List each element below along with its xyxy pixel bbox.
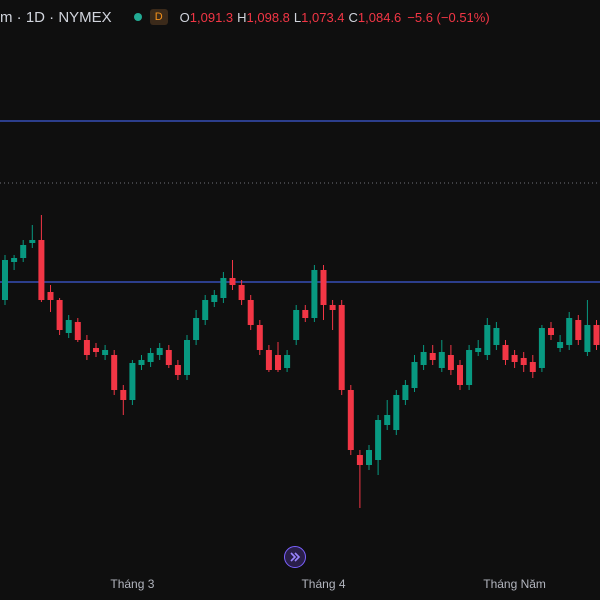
candle-body <box>20 245 27 258</box>
candle-body <box>538 328 545 368</box>
candle-body <box>584 325 591 352</box>
symbol: m · 1D · NYMEX <box>0 8 112 26</box>
candle-body <box>275 355 281 370</box>
scroll-to-latest-button[interactable] <box>284 546 306 568</box>
candle-body <box>502 345 509 360</box>
candle-body <box>466 350 473 385</box>
ohlc-value: 1,098.8 <box>246 10 290 25</box>
candle-body <box>411 362 418 388</box>
candle-body <box>475 348 482 352</box>
candle-body <box>38 240 45 300</box>
candle-body <box>548 328 554 335</box>
candle-body <box>211 295 218 302</box>
candle-body <box>256 325 263 350</box>
candle-body <box>302 310 309 318</box>
candle-body <box>220 278 227 298</box>
candle-body <box>420 352 427 365</box>
candle-body <box>147 353 154 362</box>
interval-badge[interactable]: D <box>149 9 168 25</box>
candle-body <box>93 348 99 352</box>
candle-body <box>529 362 536 372</box>
candle-body <box>484 325 491 355</box>
candle-body <box>375 420 382 460</box>
candle-body <box>338 305 345 390</box>
candle-body <box>356 455 363 465</box>
candle-body <box>429 353 436 360</box>
candle-body <box>2 260 8 300</box>
candle-body <box>520 358 527 365</box>
candle-body <box>566 318 573 345</box>
ohlc-label: O <box>179 10 190 25</box>
candle-body <box>493 328 500 345</box>
candle-body <box>557 342 564 348</box>
candle-body <box>229 278 236 285</box>
candle-body <box>457 365 463 385</box>
candle-body <box>129 363 136 400</box>
x-tick-label: Tháng Năm <box>483 577 546 591</box>
candle-body <box>120 390 127 400</box>
ohlc-value: 1,084.6 <box>357 10 402 25</box>
candle-body <box>284 355 291 368</box>
candle-body <box>111 355 118 390</box>
candle-body <box>74 322 81 340</box>
x-tick-label: Tháng 4 <box>301 577 345 591</box>
candle-body <box>56 300 63 330</box>
ohlc-label: C <box>348 10 358 25</box>
candle-body <box>238 285 245 300</box>
candle-body <box>138 360 145 365</box>
candle-body <box>184 340 190 375</box>
candle-body <box>347 390 354 450</box>
candle-body <box>293 310 300 340</box>
ohlc-value: 1,073.4 <box>301 10 345 25</box>
candle-body <box>320 270 327 305</box>
change: −5.6 (−0.51%) <box>407 9 490 25</box>
candle-body <box>384 415 391 425</box>
candle-body <box>29 240 36 243</box>
candle-body <box>156 348 163 355</box>
candle-body <box>202 300 209 320</box>
candle-body <box>438 352 445 368</box>
candle-body <box>265 350 272 370</box>
ohlc-values: O1,091.3 H1,098.8 L1,073.4 C1,084.6 <box>176 9 402 25</box>
legend-header: m · 1D · NYMEX D O1,091.3 H1,098.8 L1,073.… <box>0 6 490 28</box>
candle-body <box>247 300 254 325</box>
candle-body <box>511 355 518 362</box>
candle-body <box>593 325 600 345</box>
ohlc-value: 1,091.3 <box>189 10 234 25</box>
candle-body <box>11 258 18 262</box>
candle-body <box>311 270 318 318</box>
ohlc-label: L <box>293 10 302 25</box>
candle-body <box>102 350 109 355</box>
candle-body <box>329 305 336 310</box>
candle-body <box>47 292 54 300</box>
candle-body <box>165 350 172 365</box>
scroll-icon <box>290 552 301 562</box>
candle-body <box>83 340 90 355</box>
candle-body <box>193 318 200 340</box>
x-tick-label: Tháng 3 <box>110 577 154 591</box>
candle-body <box>575 320 582 340</box>
ohlc-label: H <box>237 10 247 25</box>
status-dot <box>133 13 142 21</box>
candle-body <box>393 395 400 430</box>
candle-body <box>366 450 372 465</box>
candle-body <box>402 385 409 400</box>
candle-body <box>65 320 72 333</box>
candle-body <box>174 365 181 375</box>
candle-body <box>447 355 454 370</box>
